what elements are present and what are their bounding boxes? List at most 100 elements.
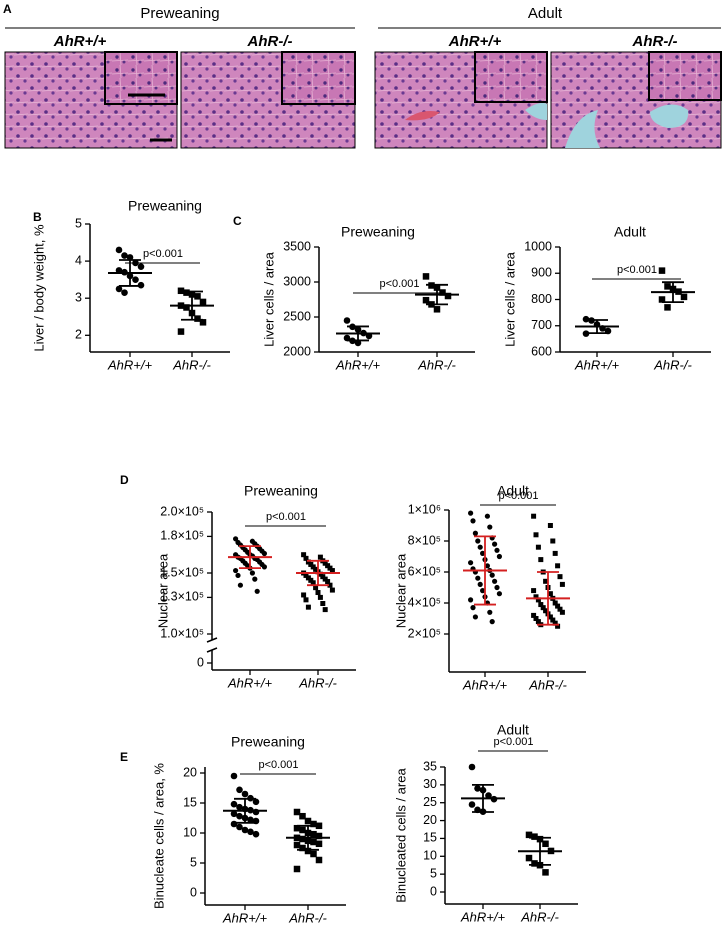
data-point — [247, 816, 254, 824]
data-point — [480, 550, 486, 557]
data-point — [247, 828, 254, 836]
data-point — [261, 564, 267, 570]
panel-label: B — [33, 210, 42, 224]
x-tick-label: AhR+/+ — [222, 910, 267, 925]
y-tick-label: 30 — [423, 777, 437, 791]
data-point — [680, 293, 688, 301]
data-point — [475, 538, 481, 544]
data-point — [233, 536, 239, 542]
inset — [474, 51, 548, 103]
p-value: p<0.001 — [379, 278, 419, 290]
data-point — [531, 588, 537, 594]
x-tick-label: AhR+/+ — [462, 677, 507, 692]
data-point — [121, 252, 128, 259]
data-point — [299, 844, 306, 852]
p-value: p<0.001 — [143, 248, 183, 260]
data-point — [480, 588, 486, 594]
data-point — [293, 808, 301, 816]
x-tick-label: AhR+/+ — [227, 675, 272, 690]
image-label: AhR+/+ — [448, 33, 502, 50]
inset — [648, 51, 722, 101]
data-point — [550, 538, 556, 544]
y-tick-label: 2500 — [283, 309, 311, 323]
data-point — [422, 296, 430, 304]
data-point — [531, 612, 537, 618]
data-point — [664, 304, 671, 311]
y-tick-label: 800 — [531, 292, 552, 306]
y-tick-label: 35 — [423, 759, 437, 773]
data-point — [343, 317, 351, 324]
data-point — [547, 614, 553, 620]
data-point — [241, 826, 249, 834]
data-point — [293, 841, 301, 849]
y-axis-label: Liver cells / area — [261, 251, 276, 346]
data-point — [477, 544, 483, 550]
data-point — [304, 817, 312, 825]
y-tick-label: 25 — [423, 795, 437, 809]
data-point — [531, 860, 538, 867]
data-point — [252, 808, 260, 816]
data-point — [303, 597, 309, 603]
chart-title: Preweaning — [341, 224, 415, 240]
group-title: Adult — [528, 5, 563, 22]
data-point — [299, 812, 306, 820]
data-point — [494, 547, 500, 553]
data-point — [547, 591, 553, 597]
data-point — [252, 576, 258, 582]
data-point — [658, 267, 666, 274]
data-point — [115, 285, 123, 293]
vessel — [525, 102, 547, 120]
data-point — [194, 315, 201, 322]
y-tick-label: 4 — [75, 253, 82, 267]
data-point — [487, 609, 493, 615]
data-point — [552, 550, 558, 556]
y-tick-label: 10 — [183, 825, 197, 839]
p-value: p<0.001 — [258, 759, 298, 771]
data-point — [301, 552, 307, 558]
y-tick-label: 1×10⁶ — [408, 502, 441, 516]
x-tick-label: AhR-/- — [528, 677, 567, 692]
image-label: AhR+/+ — [53, 33, 107, 50]
x-tick-label: AhR+/+ — [460, 909, 505, 924]
data-point — [525, 854, 533, 862]
data-point — [310, 850, 317, 858]
x-tick-label: AhR+/+ — [107, 357, 152, 372]
data-point — [531, 833, 538, 840]
data-point — [236, 812, 243, 820]
data-point — [183, 304, 190, 311]
y-tick-label: 6×10⁵ — [408, 564, 441, 578]
data-point — [304, 847, 312, 855]
p-value: p<0.001 — [266, 511, 306, 523]
data-point — [183, 289, 190, 296]
data-point — [230, 810, 238, 818]
data-point — [468, 763, 476, 771]
data-point — [557, 574, 563, 580]
x-tick-label: AhR-/- — [653, 357, 692, 372]
data-point — [137, 263, 145, 270]
chart-title: Adult — [497, 722, 529, 738]
y-tick-label: 1.3×10⁵ — [160, 590, 204, 604]
y-tick-label: 3000 — [283, 274, 311, 288]
data-point — [542, 840, 549, 848]
chart-title: Adult — [614, 224, 646, 240]
data-point — [322, 607, 328, 613]
data-point — [468, 510, 474, 516]
x-tick-label: AhR-/- — [288, 910, 327, 925]
data-point — [470, 605, 476, 611]
data-point — [557, 606, 563, 612]
data-point — [293, 824, 301, 832]
data-point — [115, 246, 123, 254]
x-tick-label: AhR-/- — [520, 909, 559, 924]
y-axis-label: Binucleate cells / area, % — [151, 763, 166, 909]
micrographs — [4, 51, 722, 149]
data-point — [233, 567, 239, 574]
data-point — [552, 600, 558, 606]
data-point — [317, 554, 323, 560]
data-point — [310, 830, 317, 838]
axis-break — [206, 637, 218, 643]
y-tick-label: 900 — [531, 266, 552, 280]
y-tick-label: 5 — [190, 855, 197, 869]
data-point — [559, 609, 565, 615]
y-tick-label: 2.0×10⁵ — [160, 504, 204, 518]
data-point — [535, 597, 541, 603]
